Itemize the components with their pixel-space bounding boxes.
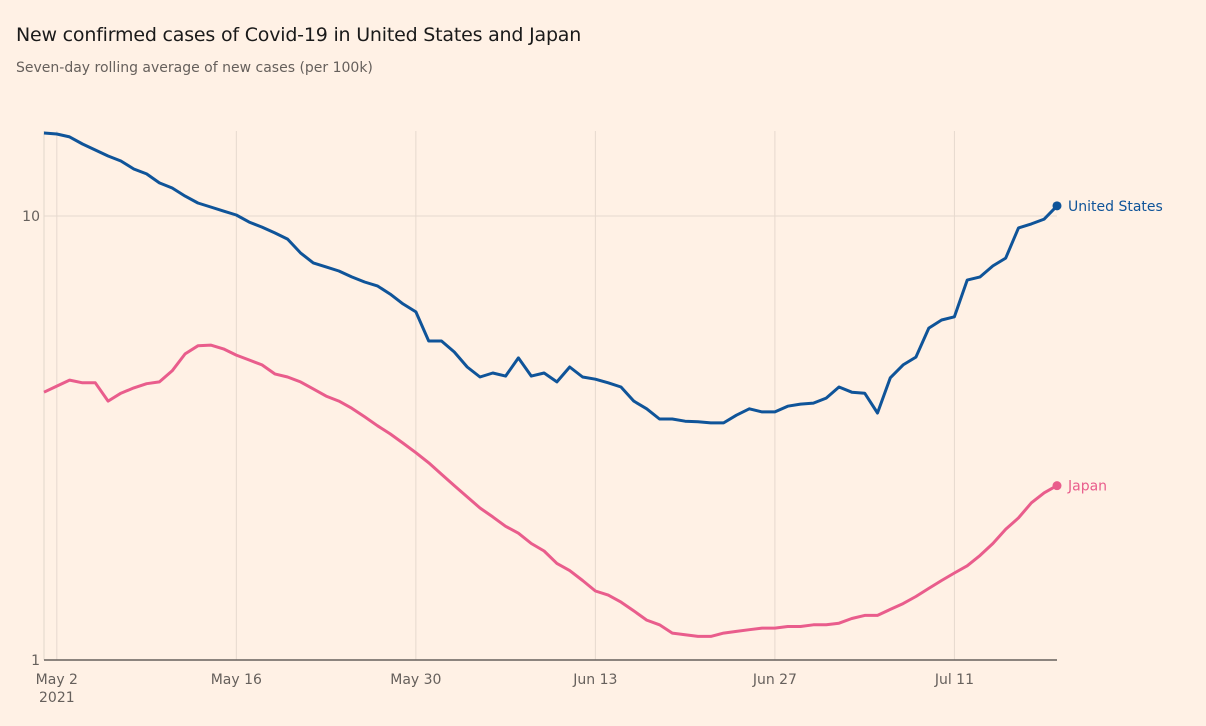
series-line-japan — [43, 343, 1058, 638]
end-marker-japan — [1052, 481, 1062, 491]
series-line-united-states — [43, 131, 1059, 425]
y-tick-label: 1 — [31, 653, 40, 669]
y-tick-label: 10 — [22, 209, 40, 225]
series-label-japan: Japan — [1067, 479, 1107, 495]
chart-subtitle: Seven-day rolling average of new cases (… — [16, 60, 373, 76]
x-tick-label: Jun 13 — [572, 672, 617, 688]
x-tick-label: May 16 — [211, 672, 262, 688]
x-tick-label: May 2 — [36, 672, 78, 688]
series-label-united-states: United States — [1068, 199, 1163, 215]
end-marker-united-states — [1052, 201, 1062, 211]
x-tick-sublabel: 2021 — [39, 690, 75, 706]
x-tick-label: May 30 — [390, 672, 441, 688]
x-tick-label: Jun 27 — [752, 672, 797, 688]
x-tick-label: Jul 11 — [934, 672, 974, 688]
chart-title: New confirmed cases of Covid-19 in Unite… — [16, 24, 582, 46]
